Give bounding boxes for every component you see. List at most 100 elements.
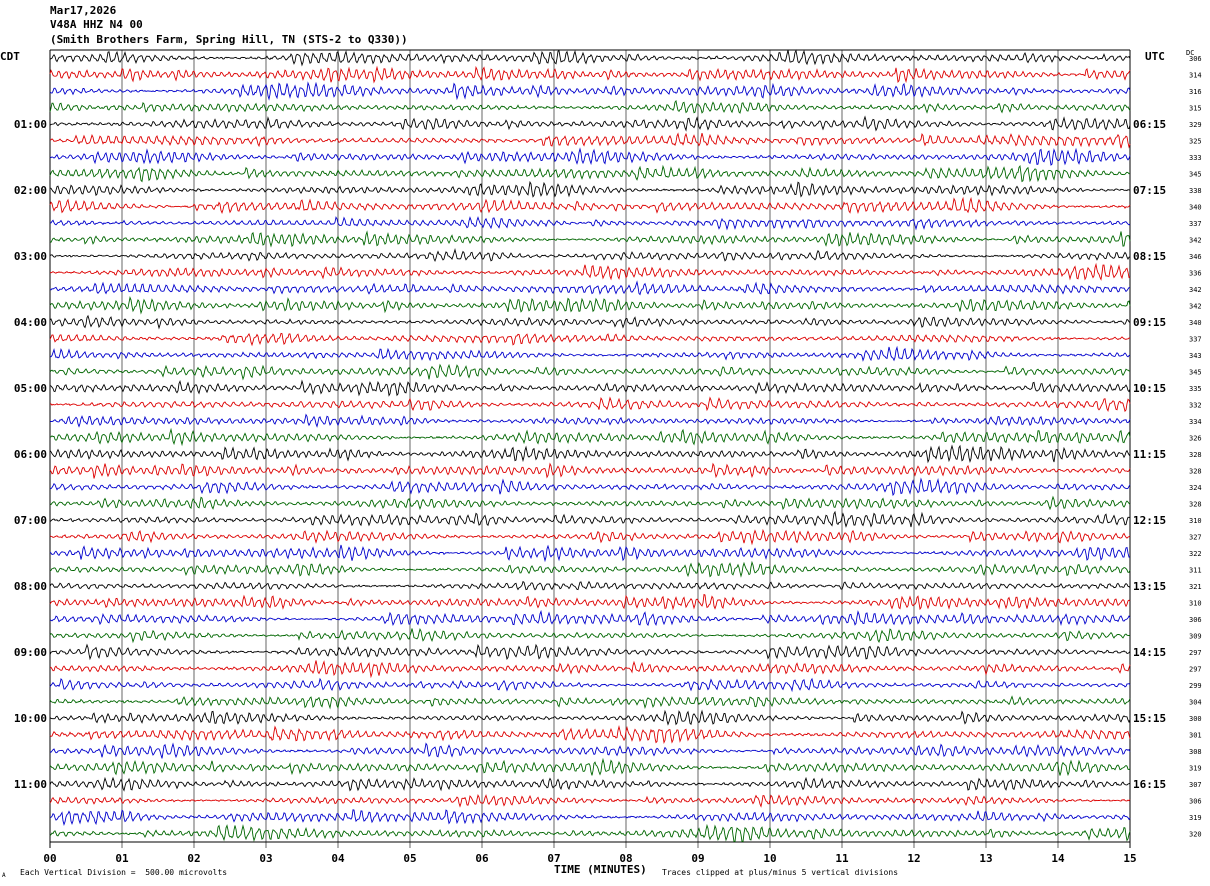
dc-offset-label: 338 <box>1189 187 1202 195</box>
trace-row-7 <box>49 147 1131 166</box>
utc-hour-label: 12:15 <box>1133 514 1166 527</box>
x-tick-label: 10 <box>763 852 776 865</box>
dc-offset-label: 345 <box>1189 171 1202 179</box>
trace-row-6 <box>49 132 1131 149</box>
trace-row-4 <box>49 99 1131 114</box>
x-tick-label: 02 <box>187 852 200 865</box>
trace-row-20 <box>49 363 1131 381</box>
utc-hour-label: 09:15 <box>1133 316 1166 329</box>
scale-note: Each Vertical Division = 500.00 microvol… <box>20 868 228 877</box>
dc-offset-label: 334 <box>1189 418 1202 426</box>
dc-offset-label: 342 <box>1189 286 1202 294</box>
trace-row-28 <box>49 495 1131 511</box>
dc-offset-label: 337 <box>1189 220 1202 228</box>
dc-offset-label: 337 <box>1189 336 1202 344</box>
clip-note: Traces clipped at plus/minus 5 vertical … <box>662 868 899 877</box>
left-timezone-label: CDT <box>0 50 20 63</box>
x-tick-label: 08 <box>619 852 632 865</box>
trace-row-29 <box>49 510 1131 528</box>
trace-row-14 <box>49 262 1131 281</box>
dc-offset-label: 329 <box>1189 121 1202 129</box>
utc-hour-label: 14:15 <box>1133 646 1166 659</box>
trace-row-42 <box>49 725 1131 745</box>
utc-hour-label: 13:15 <box>1133 580 1166 593</box>
dc-offset-label: 343 <box>1189 352 1202 360</box>
utc-hour-labels: 06:15 07:15 08:15 09:15 10:15 11:15 12:15 13:15… <box>1133 118 1166 791</box>
x-tick-label: 03 <box>259 852 272 865</box>
utc-hour-label: 07:15 <box>1133 184 1166 197</box>
trace-row-12 <box>49 230 1131 248</box>
dc-offset-label: 346 <box>1189 253 1202 261</box>
dc-offset-label: 306 <box>1189 798 1202 806</box>
dc-offset-label: 333 <box>1189 154 1202 162</box>
dc-offset-label: 311 <box>1189 567 1202 575</box>
dc-offset-label: 310 <box>1189 600 1202 608</box>
dc-offset-label: 309 <box>1189 633 1202 641</box>
x-tick-label: 14 <box>1051 852 1065 865</box>
dc-offset-labels: 306 314 316 315 329 325 333 345 338 340 337 342 346 3… <box>1189 55 1202 839</box>
dc-offset-label: 328 <box>1189 468 1202 476</box>
cdt-hour-label: 03:00 <box>14 250 47 263</box>
trace-row-31 <box>49 544 1131 563</box>
station-label: V48A HHZ N4 00 <box>50 18 143 31</box>
trace-row-11 <box>50 216 1131 231</box>
dc-offset-label: 300 <box>1189 715 1202 723</box>
cdt-hour-label: 06:00 <box>14 448 47 461</box>
trace-row-1 <box>49 49 1131 67</box>
trace-row-35 <box>49 609 1131 627</box>
dc-offset-label: 316 <box>1189 88 1202 96</box>
dc-offset-label: 335 <box>1189 385 1202 393</box>
trace-row-24 <box>49 427 1131 447</box>
trace-row-41 <box>49 709 1131 726</box>
trace-row-37 <box>49 643 1131 661</box>
cdt-hour-label: 10:00 <box>14 712 47 725</box>
utc-hour-label: 10:15 <box>1133 382 1166 395</box>
trace-row-5 <box>49 115 1131 132</box>
dc-offset-label: 327 <box>1189 534 1202 542</box>
dc-offset-label: 310 <box>1189 517 1202 525</box>
trace-row-10 <box>49 196 1131 215</box>
cdt-hour-label: 09:00 <box>14 646 47 659</box>
trace-row-23 <box>50 413 1131 428</box>
dc-offset-label: 342 <box>1189 303 1202 311</box>
dc-offset-label: 322 <box>1189 550 1202 558</box>
trace-row-30 <box>49 528 1131 546</box>
dc-header-label: DC <box>1186 49 1195 57</box>
x-tick-label: 05 <box>403 852 416 865</box>
dc-offset-label: 332 <box>1189 402 1202 410</box>
dc-offset-label: 325 <box>1189 138 1202 146</box>
cdt-hour-label: 07:00 <box>14 514 47 527</box>
trace-row-40 <box>49 695 1131 710</box>
dc-offset-label: 308 <box>1189 748 1202 756</box>
trace-row-33 <box>49 580 1131 591</box>
cdt-hour-label: 04:00 <box>14 316 47 329</box>
cdt-hour-label: 05:00 <box>14 382 47 395</box>
x-tick-label: 07 <box>547 852 560 865</box>
trace-row-3 <box>49 81 1131 101</box>
trace-row-36 <box>49 627 1131 644</box>
x-tick-label: 09 <box>691 852 704 865</box>
dc-offset-label: 345 <box>1189 369 1202 377</box>
dc-offset-label: 340 <box>1189 319 1202 327</box>
minute-gridlines <box>49 49 1131 848</box>
utc-hour-label: 16:15 <box>1133 778 1166 791</box>
trace-row-16 <box>49 295 1131 315</box>
dc-offset-label: 307 <box>1189 781 1202 789</box>
trace-row-27 <box>49 477 1131 497</box>
utc-hour-label: 11:15 <box>1133 448 1166 461</box>
trace-row-13 <box>49 248 1131 263</box>
dc-offset-label: 319 <box>1189 814 1202 822</box>
trace-row-43 <box>49 742 1131 759</box>
utc-hour-label: 15:15 <box>1133 712 1166 725</box>
trace-row-17 <box>49 314 1131 330</box>
dc-offset-label: 324 <box>1189 484 1202 492</box>
dc-offset-label: 299 <box>1189 682 1202 690</box>
trace-row-22 <box>49 396 1131 413</box>
trace-row-38 <box>50 660 1131 679</box>
x-tick-label: 15 <box>1123 852 1136 865</box>
trace-row-48 <box>49 823 1131 842</box>
x-tick-label: 00 <box>43 852 56 865</box>
location-label: (Smith Brothers Farm, Spring Hill, TN (S… <box>50 33 408 46</box>
x-tick-label: 01 <box>115 852 129 865</box>
dc-offset-label: 328 <box>1189 501 1202 509</box>
